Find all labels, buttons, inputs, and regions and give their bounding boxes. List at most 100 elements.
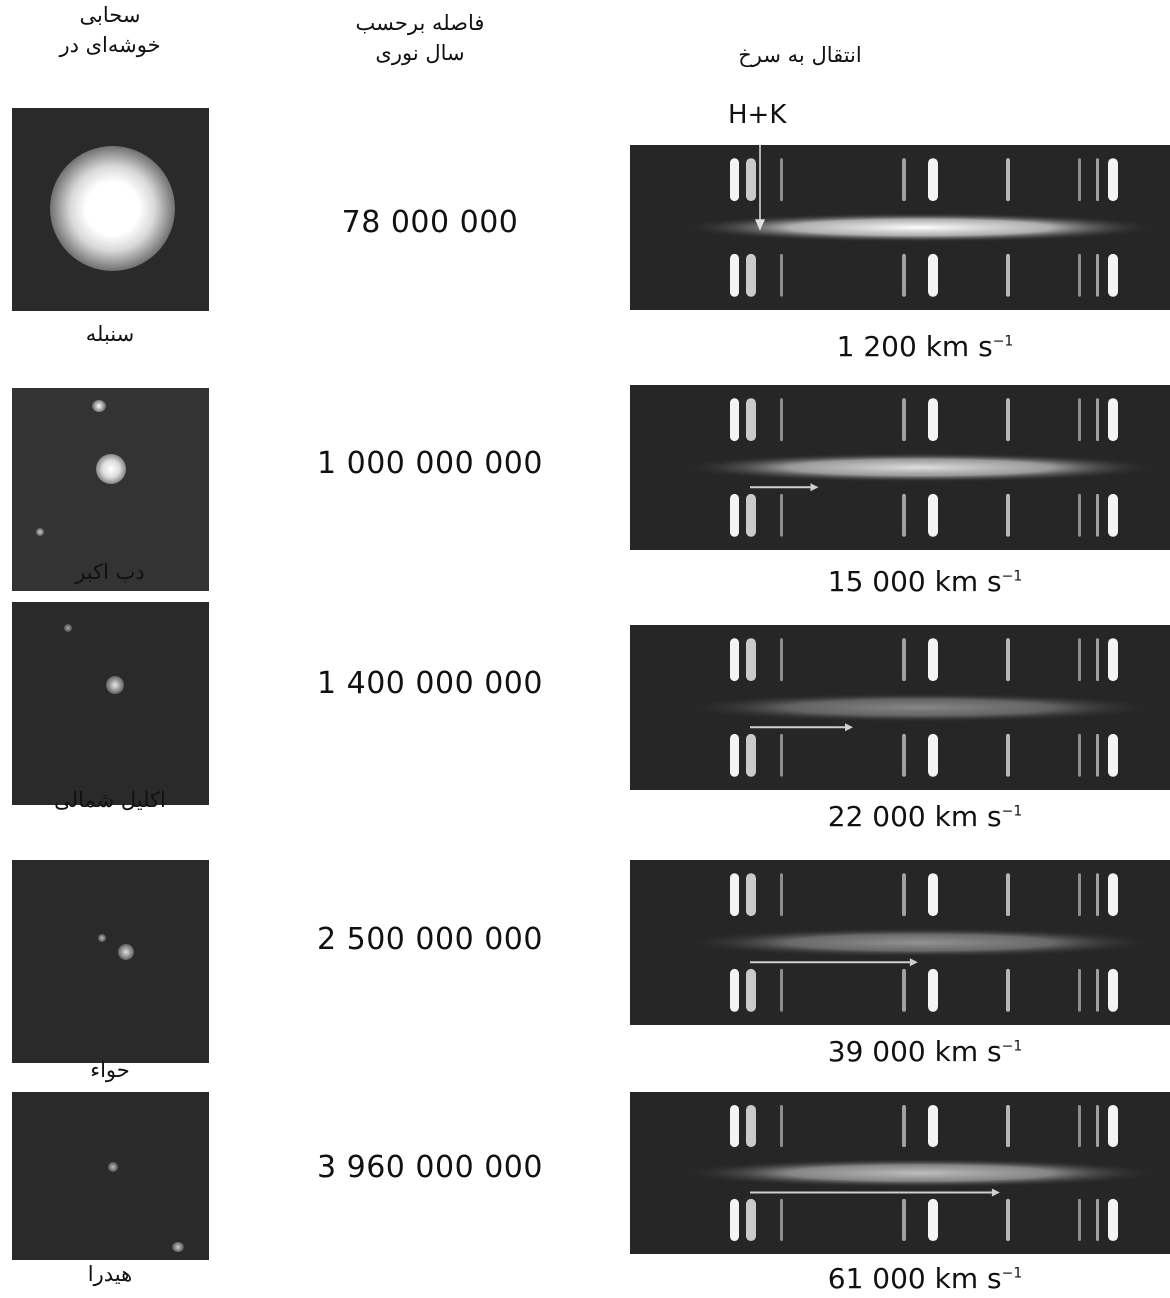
comparison-line-bottom [1108, 253, 1118, 297]
comparison-line-top [1108, 1104, 1118, 1148]
spectrum-graphic [680, 638, 1160, 777]
velocity-label: 22 000 km s−1 [760, 800, 1090, 833]
comparison-line-top [780, 1104, 783, 1148]
distance-header-line2: سال نوری [375, 41, 465, 65]
comparison-line-top [1006, 638, 1010, 682]
comparison-line-top [1096, 158, 1099, 202]
comparison-line-top [928, 873, 938, 917]
comparison-line-top [1006, 158, 1010, 202]
distance-value: 78 000 000 [341, 205, 519, 240]
unit-exponent: −1 [1001, 803, 1023, 820]
comparison-line-bottom [1078, 733, 1081, 777]
comparison-line-top [746, 638, 756, 682]
comparison-line-top [1096, 638, 1099, 682]
comparison-line-top [1108, 398, 1118, 442]
comparison-line-bottom [1096, 1198, 1099, 1242]
comparison-line-bottom [780, 733, 783, 777]
comparison-line-bottom [1078, 968, 1081, 1012]
comparison-line-top [1006, 398, 1010, 442]
comparison-line-top [1078, 873, 1081, 917]
galaxy-image-ursa-major [12, 388, 209, 591]
galaxy-spectrum [680, 212, 1160, 243]
distance-value: 2 500 000 000 [317, 922, 543, 957]
galaxy-spectrum [680, 452, 1160, 483]
cluster-name: دب اکبر [75, 560, 145, 584]
comparison-line-top [1078, 398, 1081, 442]
cluster-name: اکلیل شمالی [54, 788, 166, 812]
hk-pointer-arrowhead [755, 219, 765, 231]
comparison-line-bottom [1096, 733, 1099, 777]
comparison-line-bottom [1006, 1198, 1010, 1242]
comparison-line-bottom [1006, 253, 1010, 297]
velocity-value: 15 000 km s [827, 565, 1002, 598]
unit-exponent: −1 [1001, 1265, 1023, 1282]
distance-value: 1 000 000 000 [317, 446, 543, 481]
comparison-line-top [780, 873, 783, 917]
spectrum-strip [630, 860, 1170, 1025]
redshift-arrowhead [845, 723, 854, 732]
comparison-line-bottom [1108, 1198, 1118, 1242]
comparison-line-top [780, 398, 783, 442]
comparison-line-bottom [902, 253, 906, 297]
comparison-line-bottom [1108, 493, 1118, 537]
comparison-line-top [746, 398, 756, 442]
comparison-line-bottom [1096, 968, 1099, 1012]
comparison-line-top [746, 1104, 756, 1148]
cluster-column-header: سحابی خوشه‌ای در [20, 0, 200, 60]
comparison-line-bottom [746, 733, 756, 777]
comparison-line-top [746, 873, 756, 917]
comparison-line-bottom [730, 1198, 739, 1242]
spectrum-graphic [680, 873, 1160, 1012]
spectrum-graphic [680, 398, 1160, 537]
comparison-line-top [902, 1104, 906, 1148]
galaxy-image-corona-borealis [12, 602, 209, 805]
comparison-line-top [1096, 873, 1099, 917]
comparison-line-bottom [780, 968, 783, 1012]
velocity-value: 22 000 km s [827, 800, 1002, 833]
comparison-line-bottom [902, 968, 906, 1012]
spectrum-strip [630, 385, 1170, 550]
galaxy-spectrum [680, 927, 1160, 958]
velocity-label: 15 000 km s−1 [760, 565, 1090, 598]
velocity-label: 39 000 km s−1 [760, 1035, 1090, 1068]
comparison-line-bottom [1096, 493, 1099, 537]
comparison-line-bottom [928, 968, 938, 1012]
spectrum-graphic [680, 1104, 1160, 1242]
velocity-label: 61 000 km s−1 [760, 1262, 1090, 1295]
galaxy-image-bootes [12, 860, 209, 1063]
cluster-header-line1: سحابی [79, 3, 141, 27]
cluster-name: هیدرا [87, 1262, 133, 1286]
comparison-line-top [1006, 873, 1010, 917]
comparison-line-top [902, 158, 906, 202]
galaxy-spectrum [680, 692, 1160, 723]
comparison-line-bottom [902, 493, 906, 537]
comparison-line-bottom [928, 1198, 938, 1242]
comparison-line-top [928, 638, 938, 682]
galaxy-image-virgo [12, 108, 209, 311]
hk-lines-label: H+K [728, 100, 787, 130]
velocity-label: 1 200 km s−1 [760, 330, 1090, 363]
comparison-line-bottom [902, 733, 906, 777]
comparison-line-bottom [746, 253, 756, 297]
comparison-line-bottom [730, 968, 739, 1012]
distance-header-line1: فاصله برحسب [355, 11, 485, 35]
unit-exponent: −1 [992, 333, 1014, 350]
comparison-line-top [928, 1104, 938, 1148]
comparison-line-top [1096, 1104, 1099, 1148]
comparison-line-top [730, 398, 739, 442]
comparison-line-bottom [730, 733, 739, 777]
comparison-line-bottom [746, 493, 756, 537]
comparison-line-top [1078, 1104, 1081, 1148]
cluster-header-line2: خوشه‌ای در [59, 33, 161, 57]
comparison-line-top [1078, 638, 1081, 682]
comparison-line-bottom [1078, 1198, 1081, 1242]
galaxy-spectrum [680, 1158, 1160, 1188]
spectrum-graphic [680, 145, 1160, 297]
comparison-line-top [1078, 158, 1081, 202]
comparison-line-bottom [928, 253, 938, 297]
comparison-line-bottom [1006, 968, 1010, 1012]
comparison-line-top [1096, 398, 1099, 442]
redshift-arrowhead [909, 958, 918, 967]
cluster-name: حواء [90, 1058, 130, 1082]
comparison-line-top [1108, 158, 1118, 202]
